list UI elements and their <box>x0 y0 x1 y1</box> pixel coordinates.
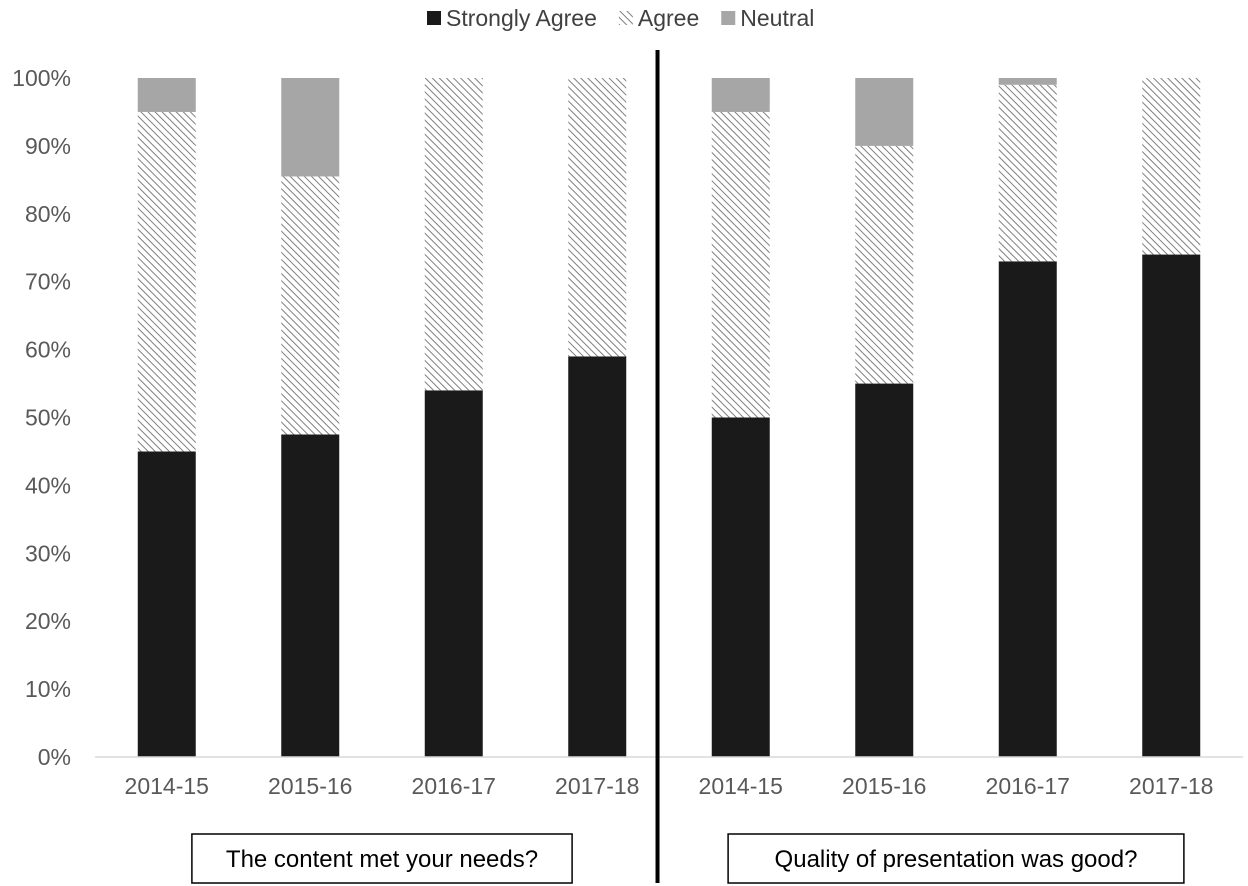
x-axis: 2014-15 2015-16 2016-17 2017-18 2014-15 2015-… <box>95 756 1243 799</box>
bar-segment-agree <box>855 145 914 384</box>
y-tick-label: 70% <box>25 269 71 295</box>
legend-swatch-agree <box>618 11 633 25</box>
group-labels: The content met your needs? Quality of pr… <box>191 50 1185 884</box>
bar-segment-strongly-agree <box>281 434 340 757</box>
legend-swatch-neutral <box>721 11 736 25</box>
x-tick-label: 2017-18 <box>1129 773 1213 799</box>
group-label: The content met your needs? <box>226 846 538 873</box>
bar-segment-neutral <box>137 78 196 112</box>
bar-segment-strongly-agree <box>998 261 1057 757</box>
bar-segment-strongly-agree <box>711 417 770 757</box>
group-label-box <box>727 833 1185 884</box>
y-tick-label: 90% <box>25 133 71 159</box>
bar-segment-agree <box>137 111 196 452</box>
bar-segment-agree <box>1142 78 1201 255</box>
bars <box>137 78 1201 758</box>
x-tick-label: 2016-17 <box>412 773 496 799</box>
y-tick-label: 60% <box>25 337 71 363</box>
bar-segment-agree <box>424 78 483 391</box>
legend-label: Neutral <box>740 5 814 31</box>
y-tick-label: 40% <box>25 472 71 498</box>
legend: Strongly Agree Agree Neutral <box>427 5 814 31</box>
x-tick-label: 2014-15 <box>125 773 209 799</box>
bar-segment-agree <box>711 111 770 418</box>
x-tick-label: 2015-16 <box>268 773 352 799</box>
x-tick-label: 2014-15 <box>699 773 783 799</box>
bar-segment-neutral <box>281 78 340 177</box>
y-tick-label: 0% <box>38 744 71 770</box>
bar-segment-agree <box>998 84 1057 262</box>
x-tick-label: 2017-18 <box>555 773 639 799</box>
y-tick-label: 50% <box>25 405 71 431</box>
y-tick-label: 10% <box>25 676 71 702</box>
y-tick-label: 80% <box>25 201 71 227</box>
bar-segment-strongly-agree <box>568 356 627 757</box>
y-tick-label: 20% <box>25 608 71 634</box>
legend-label: Strongly Agree <box>446 5 597 31</box>
bar-segment-agree <box>281 176 340 435</box>
bar-segment-agree <box>568 78 627 357</box>
x-tick-label: 2016-17 <box>986 773 1070 799</box>
bar-segment-neutral <box>711 78 770 112</box>
y-axis: 0% 10% 20% 30% 40% 50% 60% 70% 80% 90% 100% <box>12 65 71 770</box>
y-tick-label: 30% <box>25 540 71 566</box>
x-tick-label: 2015-16 <box>842 773 926 799</box>
bar-segment-strongly-agree <box>1142 254 1201 758</box>
y-tick-label: 100% <box>12 65 71 91</box>
group-label: Quality of presentation was good? <box>775 846 1138 873</box>
group-label-box <box>191 833 573 884</box>
bar-segment-neutral <box>998 78 1057 85</box>
legend-swatch-strongly-agree <box>427 11 441 25</box>
bar-segment-neutral <box>855 78 914 146</box>
bar-segment-strongly-agree <box>424 390 483 757</box>
legend-label: Agree <box>638 5 699 31</box>
bar-segment-strongly-agree <box>137 451 196 757</box>
bar-segment-strongly-agree <box>855 383 914 757</box>
